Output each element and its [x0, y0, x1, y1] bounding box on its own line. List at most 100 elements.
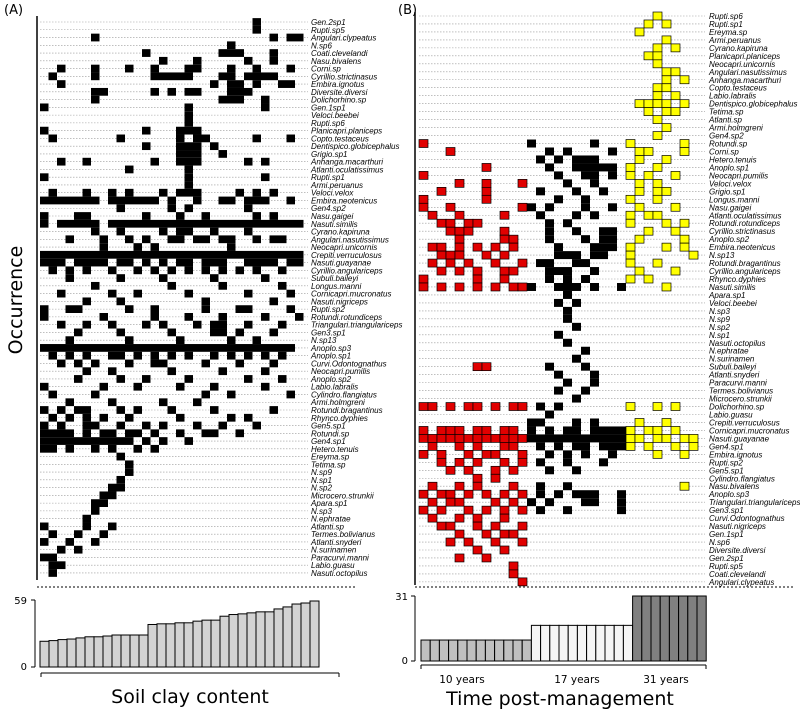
occurrence-cell	[210, 274, 219, 282]
species-label: N.sp6	[311, 41, 332, 50]
occurrence-cell	[572, 227, 581, 236]
occurrence-cell	[643, 51, 654, 61]
occurrence-cell	[57, 429, 66, 438]
occurrence-cell	[581, 386, 590, 395]
occurrence-cell	[625, 218, 636, 228]
occurrence-cell	[572, 418, 581, 427]
occurrence-cell	[91, 250, 100, 259]
occurrence-cell	[590, 434, 599, 443]
occurrence-cell	[125, 196, 134, 205]
occurrence-cell	[82, 421, 91, 430]
occurrence-cell	[652, 187, 663, 196]
occurrence-cell	[57, 157, 66, 166]
occurrence-cell	[142, 344, 151, 352]
occurrence-cell	[590, 490, 599, 499]
species-label: Rupti.sp2	[311, 305, 345, 314]
species-label: Longus.manni	[311, 282, 361, 291]
occurrence-cell	[436, 266, 447, 276]
species-label: Paracurvi.manni	[311, 553, 369, 562]
y-tick-max: 59	[14, 596, 27, 607]
occurrence-cell	[508, 266, 519, 276]
species-label: Copto.testaceus	[311, 134, 369, 143]
occurrence-cell	[227, 49, 236, 57]
occurrence-cell	[652, 59, 663, 69]
occurrence-cell	[652, 83, 663, 93]
species-label: Atlanti.sp	[708, 116, 742, 125]
occurrence-cell	[278, 344, 287, 352]
occurrence-cell	[48, 196, 57, 205]
occurrence-cell	[625, 163, 636, 172]
occurrence-cell	[235, 87, 244, 96]
species-label: Rotundi.bragantinus	[311, 406, 383, 415]
occurrence-cell	[82, 320, 91, 329]
occurrence-cell	[184, 204, 193, 213]
species-label: Ereyma.sp	[311, 453, 350, 462]
occurrence-cell	[508, 529, 519, 539]
occurrence-cell	[99, 382, 108, 391]
occurrence-cell	[563, 219, 572, 228]
occurrence-cell	[517, 505, 528, 515]
occurrence-cell	[625, 426, 636, 435]
occurrence-cell	[261, 72, 270, 81]
species-label: Veloci.velox	[311, 189, 354, 198]
occurrence-cell	[295, 313, 304, 321]
occurrence-cell	[82, 406, 91, 414]
occurrence-cell	[227, 250, 236, 259]
occurrence-cell	[235, 328, 244, 337]
occurrence-cell	[167, 72, 176, 81]
occurrence-cell	[536, 402, 545, 411]
occurrence-cell	[201, 258, 210, 267]
occurrence-cell	[454, 529, 465, 539]
occurrence-cell	[278, 250, 287, 259]
occurrence-cell	[116, 375, 125, 383]
species-label: Cyrillio.angulariceps	[311, 266, 383, 275]
occurrence-cell	[150, 250, 159, 259]
occurrence-cell	[608, 243, 617, 252]
occurrence-cell	[48, 72, 57, 81]
occurrence-cell	[499, 234, 510, 244]
occurrence-cell	[57, 320, 66, 329]
occurrence-cell	[599, 434, 608, 443]
occurrence-cell	[608, 227, 617, 236]
occurrence-cell	[670, 171, 681, 180]
occurrence-cell	[563, 338, 572, 347]
occurrence-cell	[545, 147, 554, 156]
occurrence-cell	[99, 243, 108, 251]
species-label: Anoplo.sp2	[310, 375, 352, 384]
occurrence-cell	[116, 437, 125, 445]
occurrence-cell	[252, 421, 261, 430]
occurrence-cell	[193, 250, 202, 259]
occurrence-cell	[91, 95, 100, 104]
occurrence-cell	[133, 344, 142, 352]
occurrence-cell	[643, 147, 654, 156]
species-label: Gen.1sp1	[311, 103, 346, 112]
occurrence-cell	[184, 142, 193, 151]
occurrence-cell	[652, 163, 663, 172]
occurrence-cell	[99, 313, 108, 321]
occurrence-cell	[210, 258, 219, 267]
occurrence-cell	[91, 437, 100, 445]
species-label: Curvi.Odontognathus	[709, 514, 785, 523]
bar	[264, 611, 275, 668]
occurrence-cell	[286, 219, 295, 228]
species-label: Rotundi.sp	[311, 429, 350, 438]
occurrence-cell	[286, 196, 295, 205]
occurrence-cell	[590, 418, 599, 427]
occurrence-cell	[244, 157, 253, 166]
species-label: Cylindro.flangiatus	[709, 474, 775, 483]
occurrence-cell	[545, 410, 554, 419]
occurrence-cell	[150, 72, 159, 81]
occurrence-cell	[116, 258, 125, 267]
species-label: Nasu.gaigei	[709, 203, 751, 212]
species-label: Nasuti.guayanae	[709, 434, 770, 443]
occurrence-cell	[125, 429, 134, 438]
occurrence-cell	[554, 402, 563, 411]
occurrence-cell	[590, 282, 599, 291]
occurrence-cell	[184, 313, 193, 321]
occurrence-cell	[159, 56, 168, 65]
occurrence-cell	[184, 165, 193, 174]
bar	[219, 615, 230, 668]
occurrence-cell	[142, 142, 151, 151]
occurrence-cell	[652, 51, 663, 61]
